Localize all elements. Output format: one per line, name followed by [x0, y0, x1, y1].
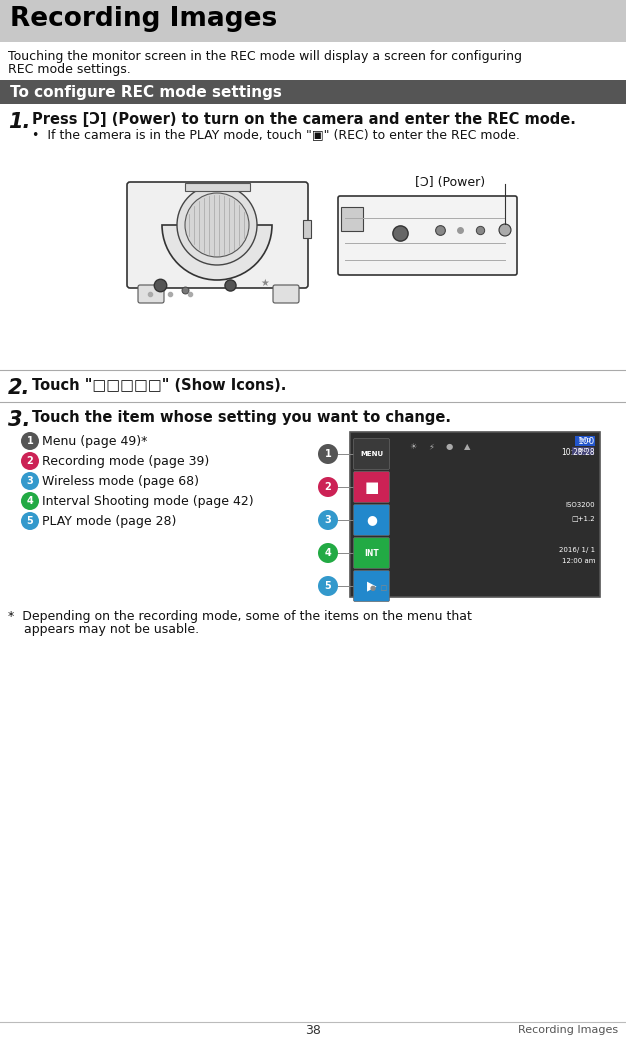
- Text: 1: 1: [27, 436, 33, 446]
- Text: 100: 100: [578, 437, 595, 446]
- Text: •  If the camera is in the PLAY mode, touch "▣" (REC) to enter the REC mode.: • If the camera is in the PLAY mode, tou…: [32, 128, 520, 141]
- FancyBboxPatch shape: [338, 196, 517, 275]
- Text: Wireless mode (page 68): Wireless mode (page 68): [42, 475, 199, 488]
- Text: 1.: 1.: [8, 112, 31, 132]
- Text: MENU: MENU: [360, 451, 383, 457]
- FancyBboxPatch shape: [138, 285, 164, 303]
- Circle shape: [21, 452, 39, 470]
- Text: ★: ★: [260, 278, 269, 288]
- FancyBboxPatch shape: [350, 432, 600, 597]
- FancyBboxPatch shape: [0, 0, 626, 42]
- Text: 12:00 am: 12:00 am: [562, 558, 595, 564]
- Text: 5: 5: [325, 581, 331, 591]
- Text: Touching the monitor screen in the REC mode will display a screen for configurin: Touching the monitor screen in the REC m…: [8, 50, 522, 63]
- Text: 3.: 3.: [8, 410, 31, 430]
- Text: ●: ●: [445, 442, 453, 451]
- FancyBboxPatch shape: [575, 436, 595, 446]
- FancyBboxPatch shape: [273, 285, 299, 303]
- Text: 10:28:28: 10:28:28: [562, 448, 595, 457]
- Text: 5: 5: [27, 516, 33, 526]
- Text: Recording Images: Recording Images: [518, 1025, 618, 1035]
- FancyBboxPatch shape: [354, 504, 389, 536]
- Circle shape: [21, 432, 39, 450]
- FancyBboxPatch shape: [303, 220, 311, 238]
- Text: 2016/ 1/ 1: 2016/ 1/ 1: [559, 547, 595, 553]
- Text: 2.: 2.: [8, 378, 31, 398]
- FancyBboxPatch shape: [572, 447, 594, 456]
- Text: To configure REC mode settings: To configure REC mode settings: [10, 84, 282, 100]
- FancyBboxPatch shape: [0, 80, 626, 104]
- Text: ⚡: ⚡: [428, 442, 434, 451]
- FancyBboxPatch shape: [354, 571, 389, 601]
- Text: FHD: FHD: [578, 448, 588, 453]
- Circle shape: [21, 492, 39, 510]
- Text: ■: ■: [364, 479, 379, 494]
- Text: ●  □: ● □: [370, 584, 387, 591]
- Text: Interval Shooting mode (page 42): Interval Shooting mode (page 42): [42, 495, 254, 508]
- Text: ISO3200: ISO3200: [565, 502, 595, 508]
- Text: 4: 4: [27, 496, 33, 506]
- Text: ☀: ☀: [409, 442, 417, 451]
- FancyBboxPatch shape: [354, 439, 389, 469]
- Wedge shape: [162, 225, 272, 280]
- Text: Menu (page 49)*: Menu (page 49)*: [42, 435, 147, 448]
- FancyBboxPatch shape: [341, 207, 363, 231]
- Circle shape: [318, 510, 338, 530]
- Circle shape: [185, 193, 249, 257]
- Text: REC mode settings.: REC mode settings.: [8, 63, 131, 76]
- FancyBboxPatch shape: [127, 182, 308, 288]
- Text: PLAY mode (page 28): PLAY mode (page 28): [42, 515, 177, 528]
- FancyBboxPatch shape: [185, 183, 250, 191]
- Text: 3: 3: [325, 515, 331, 525]
- Text: 1: 1: [325, 449, 331, 459]
- Text: appears may not be usable.: appears may not be usable.: [8, 623, 199, 636]
- Text: ●: ●: [366, 514, 377, 526]
- Text: Touch the item whose setting you want to change.: Touch the item whose setting you want to…: [32, 410, 451, 425]
- Text: Press [Ɔ] (Power) to turn on the camera and enter the REC mode.: Press [Ɔ] (Power) to turn on the camera …: [32, 112, 576, 127]
- Circle shape: [499, 224, 511, 236]
- FancyBboxPatch shape: [354, 538, 389, 569]
- Text: *  Depending on the recording mode, some of the items on the menu that: * Depending on the recording mode, some …: [8, 610, 472, 623]
- Text: 4: 4: [325, 548, 331, 558]
- Text: ▶: ▶: [367, 579, 376, 593]
- Circle shape: [318, 543, 338, 563]
- Circle shape: [21, 512, 39, 530]
- Text: ▲: ▲: [464, 442, 470, 451]
- Text: Recording mode (page 39): Recording mode (page 39): [42, 456, 209, 468]
- Text: Recording Images: Recording Images: [10, 6, 277, 32]
- Circle shape: [318, 444, 338, 464]
- Circle shape: [21, 472, 39, 490]
- Text: □+1.2: □+1.2: [572, 515, 595, 521]
- Text: Touch "□□□□□" (Show Icons).: Touch "□□□□□" (Show Icons).: [32, 378, 286, 393]
- Text: 3: 3: [27, 476, 33, 486]
- Circle shape: [318, 576, 338, 596]
- Text: 38: 38: [305, 1023, 321, 1037]
- Circle shape: [318, 477, 338, 497]
- Text: 2: 2: [325, 482, 331, 492]
- Text: [Ɔ] (Power): [Ɔ] (Power): [415, 176, 485, 189]
- Circle shape: [177, 185, 257, 265]
- FancyBboxPatch shape: [354, 471, 389, 502]
- Text: FHD: FHD: [578, 439, 592, 443]
- Text: INT: INT: [364, 548, 379, 557]
- Text: 2: 2: [27, 456, 33, 466]
